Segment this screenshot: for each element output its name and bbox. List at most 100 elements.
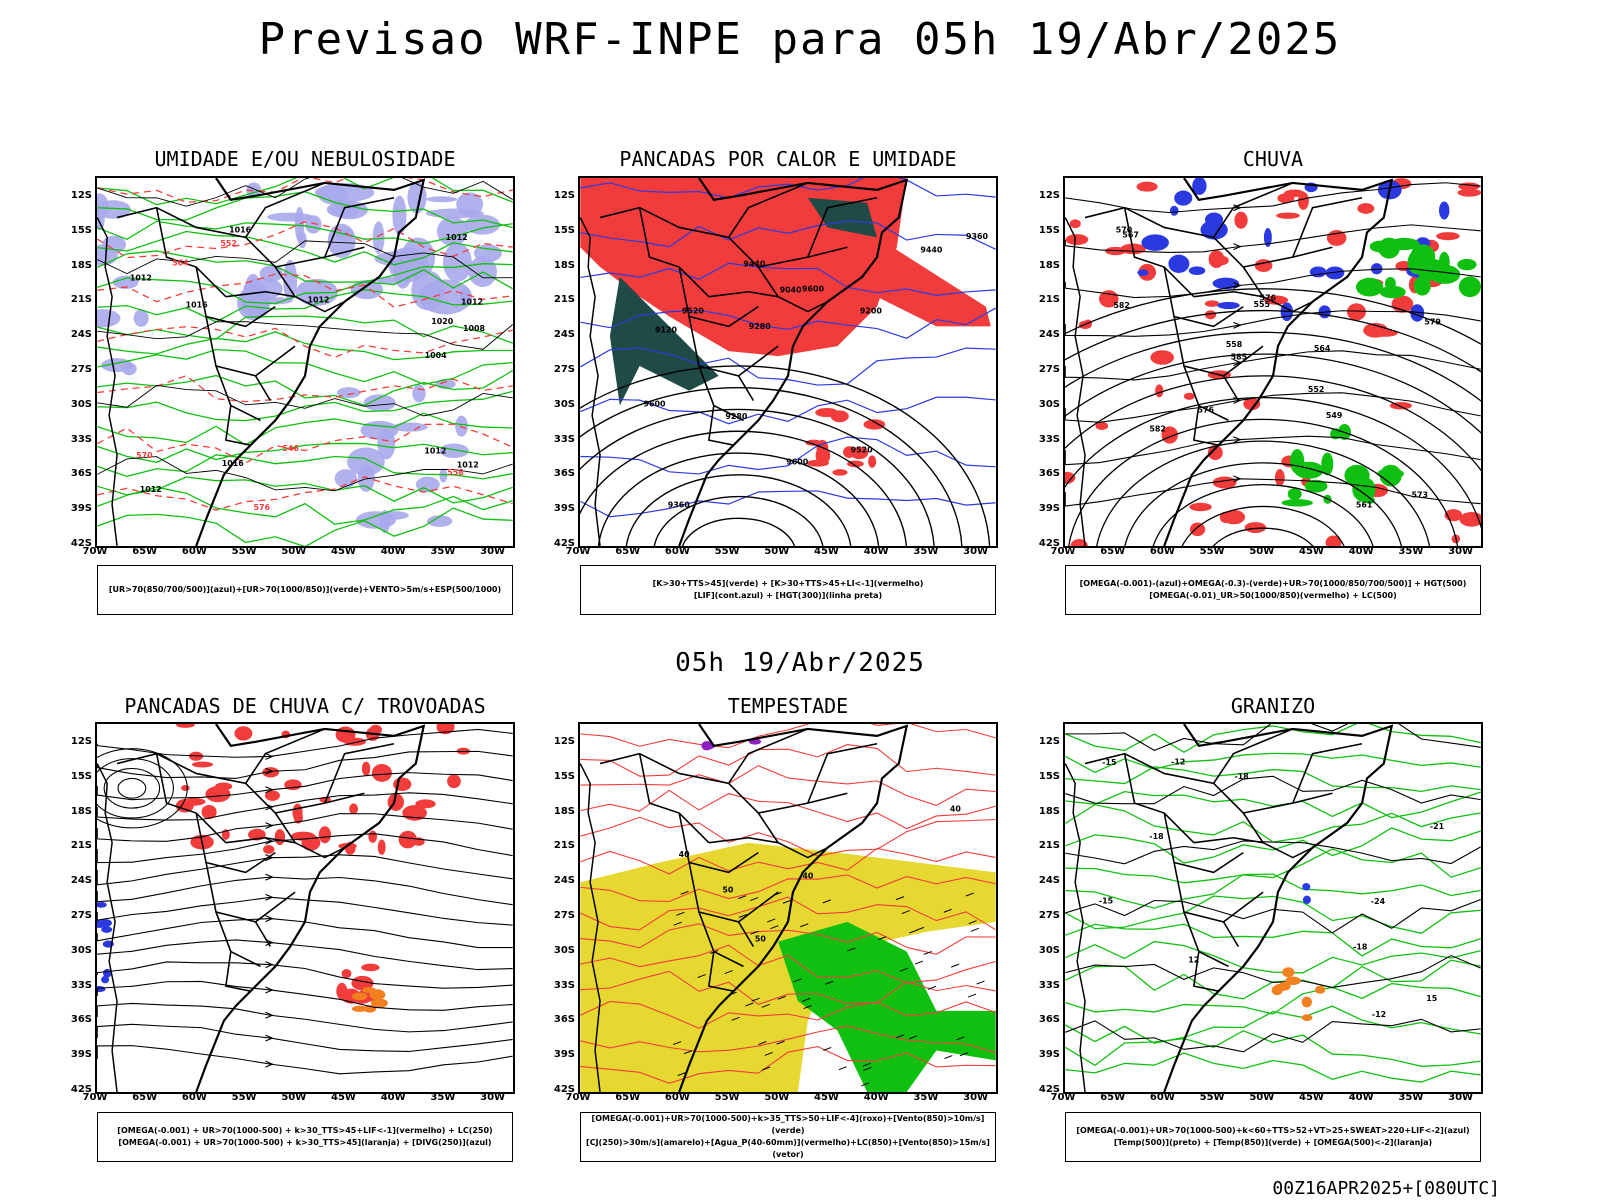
latitude-tick-label: 30S [70,944,92,956]
legend-text: [OMEGA(-0.01)_UR>50(1000/850)(vermelho) … [1149,591,1397,600]
latitude-tick-label: 42S [70,538,92,549]
streamline-arrow [1233,475,1242,483]
longitude-tick-label: 70W [1050,546,1076,557]
field-patch [1065,234,1089,245]
legend-box: [OMEGA(-0.001)-(azul)+OMEGA(-0.3)-(verde… [1065,565,1481,615]
longitude-tick-label: 60W [181,1092,207,1103]
latitude-tick-label: 39S [1038,1049,1060,1061]
state-border [777,842,828,859]
latitude-tick-label: 15S [1038,224,1060,236]
field-patch [1069,219,1081,229]
contour-line [97,178,513,207]
field-patch [1325,535,1342,546]
field-patch [1219,511,1232,523]
field-patch [427,515,453,527]
contour-label: 12 [1188,955,1199,964]
longitude-tick-label: 70W [1050,1092,1076,1103]
field-patch [97,193,109,219]
contour-line [97,374,513,403]
field-patch [1346,303,1366,321]
state-border [758,792,848,814]
wind-vector [909,1035,918,1040]
longitude-tick-label: 65W [132,1092,158,1103]
contour-label: 570 [136,451,153,460]
streamline-arrow [265,1060,274,1068]
streamline-arrow [265,1011,274,1019]
state-border [1173,316,1264,377]
contour-line [1065,752,1481,774]
state-border [294,296,345,313]
field-patch [1183,392,1195,400]
contour-label: 576 [1260,294,1277,303]
state-border [215,365,261,422]
state-border [195,812,276,874]
state-border [807,743,878,804]
state-border [1084,206,1264,298]
streamline [1065,350,1481,381]
state-border [727,728,809,784]
latitude-tick-label: 36S [70,1014,92,1026]
field-patch [1278,981,1291,991]
wind-vector [909,929,918,934]
latitude-tick-label: 30S [553,944,575,956]
map-panel: 40 40 50 50 40 [578,722,998,1094]
contour-line [103,767,161,809]
latitude-tick-label: 33S [553,979,575,991]
state-border [324,743,395,804]
field-patch [1141,234,1169,251]
latitude-tick-label: 24S [1038,329,1060,341]
field-patch [1188,266,1206,276]
streamline-arrow [265,822,274,830]
contour-label: 40 [679,850,691,859]
contour-label: 50 [722,886,734,895]
latitude-tick-label: 12S [1038,190,1060,201]
wind-vector [683,1050,693,1055]
field-patch [133,309,149,327]
field-patch [1276,212,1300,219]
field-patch [1283,189,1305,197]
state-border [155,753,227,844]
streamline [1065,392,1481,423]
contour-label: 40 [802,872,814,881]
contour-label: 50 [755,934,767,943]
contour-line [97,326,513,359]
wind-vector [745,1002,754,1007]
state-border [195,266,276,328]
contour-label: -18 [1353,942,1368,951]
contour-line [580,347,996,386]
state-border [1123,753,1195,844]
streamline-arrow [265,961,274,969]
contour-label: 15 [1426,994,1437,1003]
state-border [1183,911,1229,968]
field-patch [1070,539,1088,546]
map-panel: 585 582 582 579 576 576 573 570 567 564 561 558 555 5… [1063,176,1483,548]
latitude-tick-label: 30S [1038,944,1060,956]
field-patch [121,362,137,376]
latitude-tick-label: 27S [70,364,92,375]
state-border [1173,862,1264,923]
state-border [294,842,345,859]
state-border [1262,842,1313,859]
latitude-tick-label: 42S [1038,538,1060,549]
latitude-tick-label: 39S [553,1049,575,1061]
longitude-tick-label: 30W [480,1092,506,1103]
latitude-tick-label: 12S [553,736,575,747]
wind-vector [863,1066,872,1071]
longitude-tick-label: 30W [1448,546,1474,557]
streamline [97,961,513,989]
panel-title: UMIDADE E/OU NEBULOSIDADE [154,147,456,171]
contour-line [681,517,796,546]
longitude-tick-label: 30W [1448,1092,1474,1103]
state-border [688,316,779,377]
contour-label: 1012 [307,295,329,304]
latitude-tick-label: 30S [70,398,92,410]
latitude-tick-label: 21S [553,294,575,306]
contour-line [580,744,996,777]
streamline [97,980,513,1011]
field-patch [1302,895,1311,904]
longitude-tick-label: 65W [132,546,158,557]
contour-line [97,178,513,206]
contour-line [97,476,513,511]
map-canvas: 1012 1012 1012 1012 1012 1016 1020 1016 1012 1016… [97,178,513,546]
